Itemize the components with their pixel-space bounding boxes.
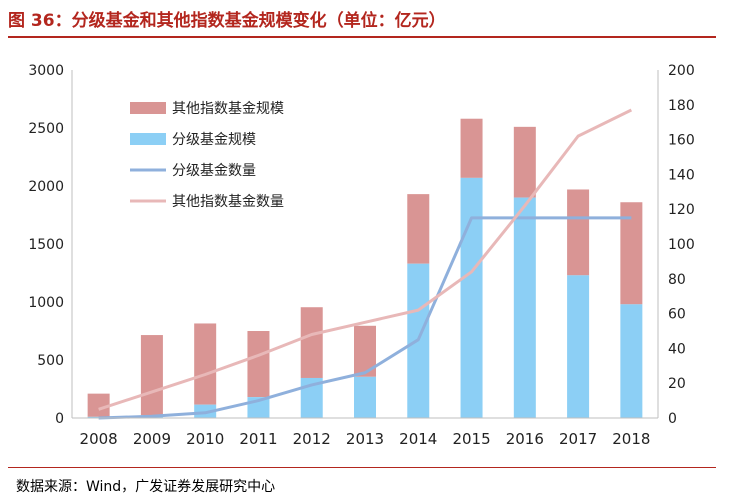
bar-graded-2018 — [620, 304, 643, 418]
right-tick-label: 160 — [668, 133, 695, 149]
legend-label: 其他指数基金数量 — [172, 193, 284, 210]
source-divider — [8, 467, 716, 468]
right-tick-label: 200 — [668, 63, 695, 79]
legend-label: 分级基金数量 — [172, 162, 256, 179]
bar-graded-2016 — [513, 197, 536, 418]
bar-other-2013 — [354, 325, 376, 377]
line-分级基金数量 — [98, 216, 632, 420]
chart-title: 图 36：分级基金和其他指数基金规模变化（单位：亿元） — [8, 11, 446, 31]
left-tick-label: 500 — [37, 353, 64, 369]
chart-area: 0 500 1000 1500 2000 2500 3000 0 20 40 60 80 100 120 1… — [0, 40, 730, 460]
bar-graded-2017 — [567, 275, 590, 418]
bar-other-2014 — [407, 194, 430, 264]
right-tick-label: 40 — [668, 341, 686, 357]
x-tick-label: 2013 — [346, 430, 384, 448]
x-tick-label: 2010 — [186, 430, 224, 448]
bar-other-2008 — [87, 393, 110, 417]
x-tick-label: 2016 — [506, 430, 544, 448]
line-其他指数基金数量 — [98, 108, 633, 411]
left-tick-label: 3000 — [28, 63, 64, 79]
x-tick-label: 2011 — [239, 430, 277, 448]
left-tick-label: 2500 — [28, 121, 64, 137]
right-tick-label: 100 — [668, 237, 695, 253]
right-tick-label: 80 — [668, 272, 686, 288]
bar-other-2010 — [194, 323, 217, 405]
x-tick-label: 2015 — [452, 430, 490, 448]
x-tick-label: 2018 — [612, 430, 650, 448]
bar-other-2012 — [300, 307, 323, 378]
legend-swatch — [130, 102, 166, 114]
bar-graded-2015 — [460, 177, 483, 418]
bar-other-2011 — [247, 331, 270, 398]
right-tick-label: 140 — [668, 167, 695, 183]
bar-other-2016 — [513, 126, 536, 198]
x-tick-label: 2017 — [559, 430, 597, 448]
bar-other-2017 — [567, 189, 590, 276]
bar-other-2018 — [620, 202, 643, 305]
x-tick-label: 2009 — [133, 430, 171, 448]
left-tick-label: 1500 — [28, 237, 64, 253]
combo-chart: 0 500 1000 1500 2000 2500 3000 0 20 40 60 80 100 120 1… — [28, 63, 695, 448]
right-tick-label: 120 — [668, 202, 695, 218]
legend-label: 分级基金规模 — [172, 131, 256, 148]
x-tick-label: 2014 — [399, 430, 437, 448]
x-tick-label: 2008 — [80, 430, 118, 448]
right-tick-label: 60 — [668, 307, 686, 323]
left-tick-label: 2000 — [28, 179, 64, 195]
legend-label: 其他指数基金规模 — [172, 100, 284, 117]
right-tick-label: 180 — [668, 98, 695, 114]
legend-swatch — [130, 133, 166, 145]
right-tick-label: 20 — [668, 376, 686, 392]
source-note: 数据来源：Wind，广发证券发展研究中心 — [16, 479, 276, 495]
left-tick-label: 1000 — [28, 295, 64, 311]
bar-graded-2013 — [354, 376, 376, 418]
bar-other-2015 — [460, 118, 483, 178]
title-divider — [8, 36, 716, 38]
bar-other-2009 — [140, 335, 163, 416]
left-tick-label: 0 — [55, 411, 64, 427]
x-tick-label: 2012 — [293, 430, 331, 448]
right-tick-label: 0 — [668, 411, 677, 427]
